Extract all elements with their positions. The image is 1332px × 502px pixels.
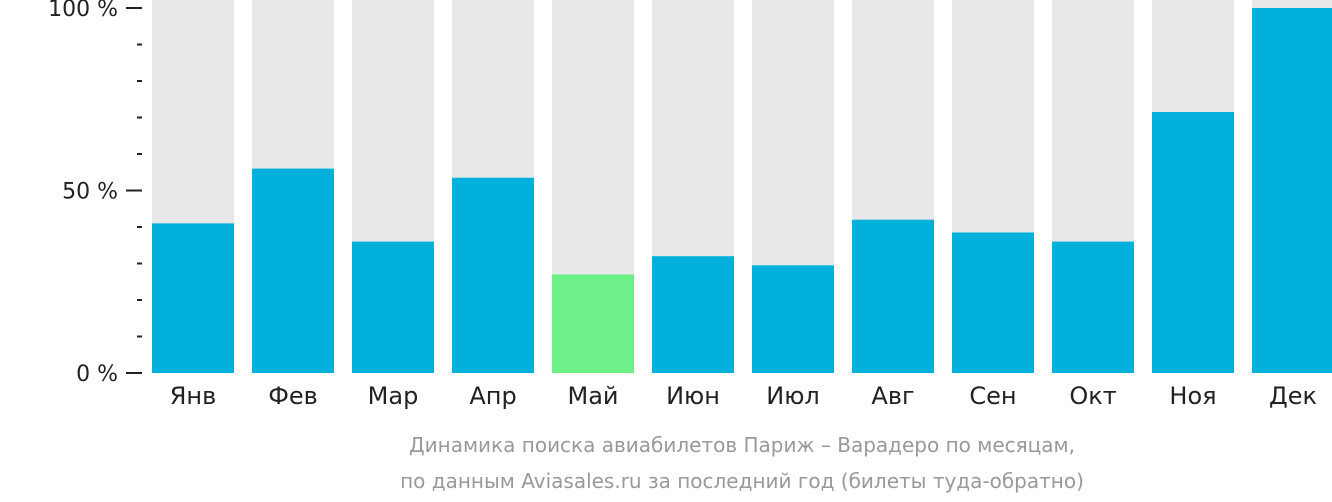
y-tick-label: 100 % xyxy=(48,0,118,22)
x-category-label: Июл xyxy=(766,382,820,410)
x-category-label: Янв xyxy=(170,382,217,410)
x-category-label: Окт xyxy=(1069,382,1116,410)
y-tick-label: 50 % xyxy=(62,180,118,205)
bar-10[interactable] xyxy=(1052,241,1134,373)
bar-3[interactable] xyxy=(352,241,434,373)
bar-9[interactable] xyxy=(952,232,1034,373)
x-category-label: Мар xyxy=(368,382,419,410)
bar-1[interactable] xyxy=(152,223,234,373)
x-category-label: Сен xyxy=(969,382,1016,410)
x-category-label: Апр xyxy=(469,382,516,410)
caption-line-2: по данным Aviasales.ru за последний год … xyxy=(400,469,1084,493)
chart-caption: Динамика поиска авиабилетов Париж – Вара… xyxy=(400,433,1084,493)
y-axis: 0 % 50 % 100 % xyxy=(48,0,142,387)
x-axis-labels: Янв Фев Мар Апр Май Июн Июл Авг Сен Окт Ноя Дек xyxy=(170,382,1317,410)
bar-8[interactable] xyxy=(852,219,934,373)
bar-4[interactable] xyxy=(452,177,534,373)
y-tick-label: 0 % xyxy=(76,362,118,387)
x-category-label: Июн xyxy=(666,382,720,410)
bar-6[interactable] xyxy=(652,256,734,373)
bar-12[interactable] xyxy=(1252,8,1332,373)
bar-11[interactable] xyxy=(1152,112,1234,374)
bar-7[interactable] xyxy=(752,265,834,373)
bar-5[interactable] xyxy=(552,274,634,373)
caption-line-1: Динамика поиска авиабилетов Париж – Вара… xyxy=(409,433,1075,457)
x-category-label: Фев xyxy=(268,382,318,410)
x-category-label: Ноя xyxy=(1169,382,1216,410)
bar-2[interactable] xyxy=(252,168,334,373)
x-category-label: Авг xyxy=(871,382,914,410)
x-category-label: Май xyxy=(567,382,618,410)
bars xyxy=(152,0,1332,374)
x-category-label: Дек xyxy=(1269,382,1317,410)
